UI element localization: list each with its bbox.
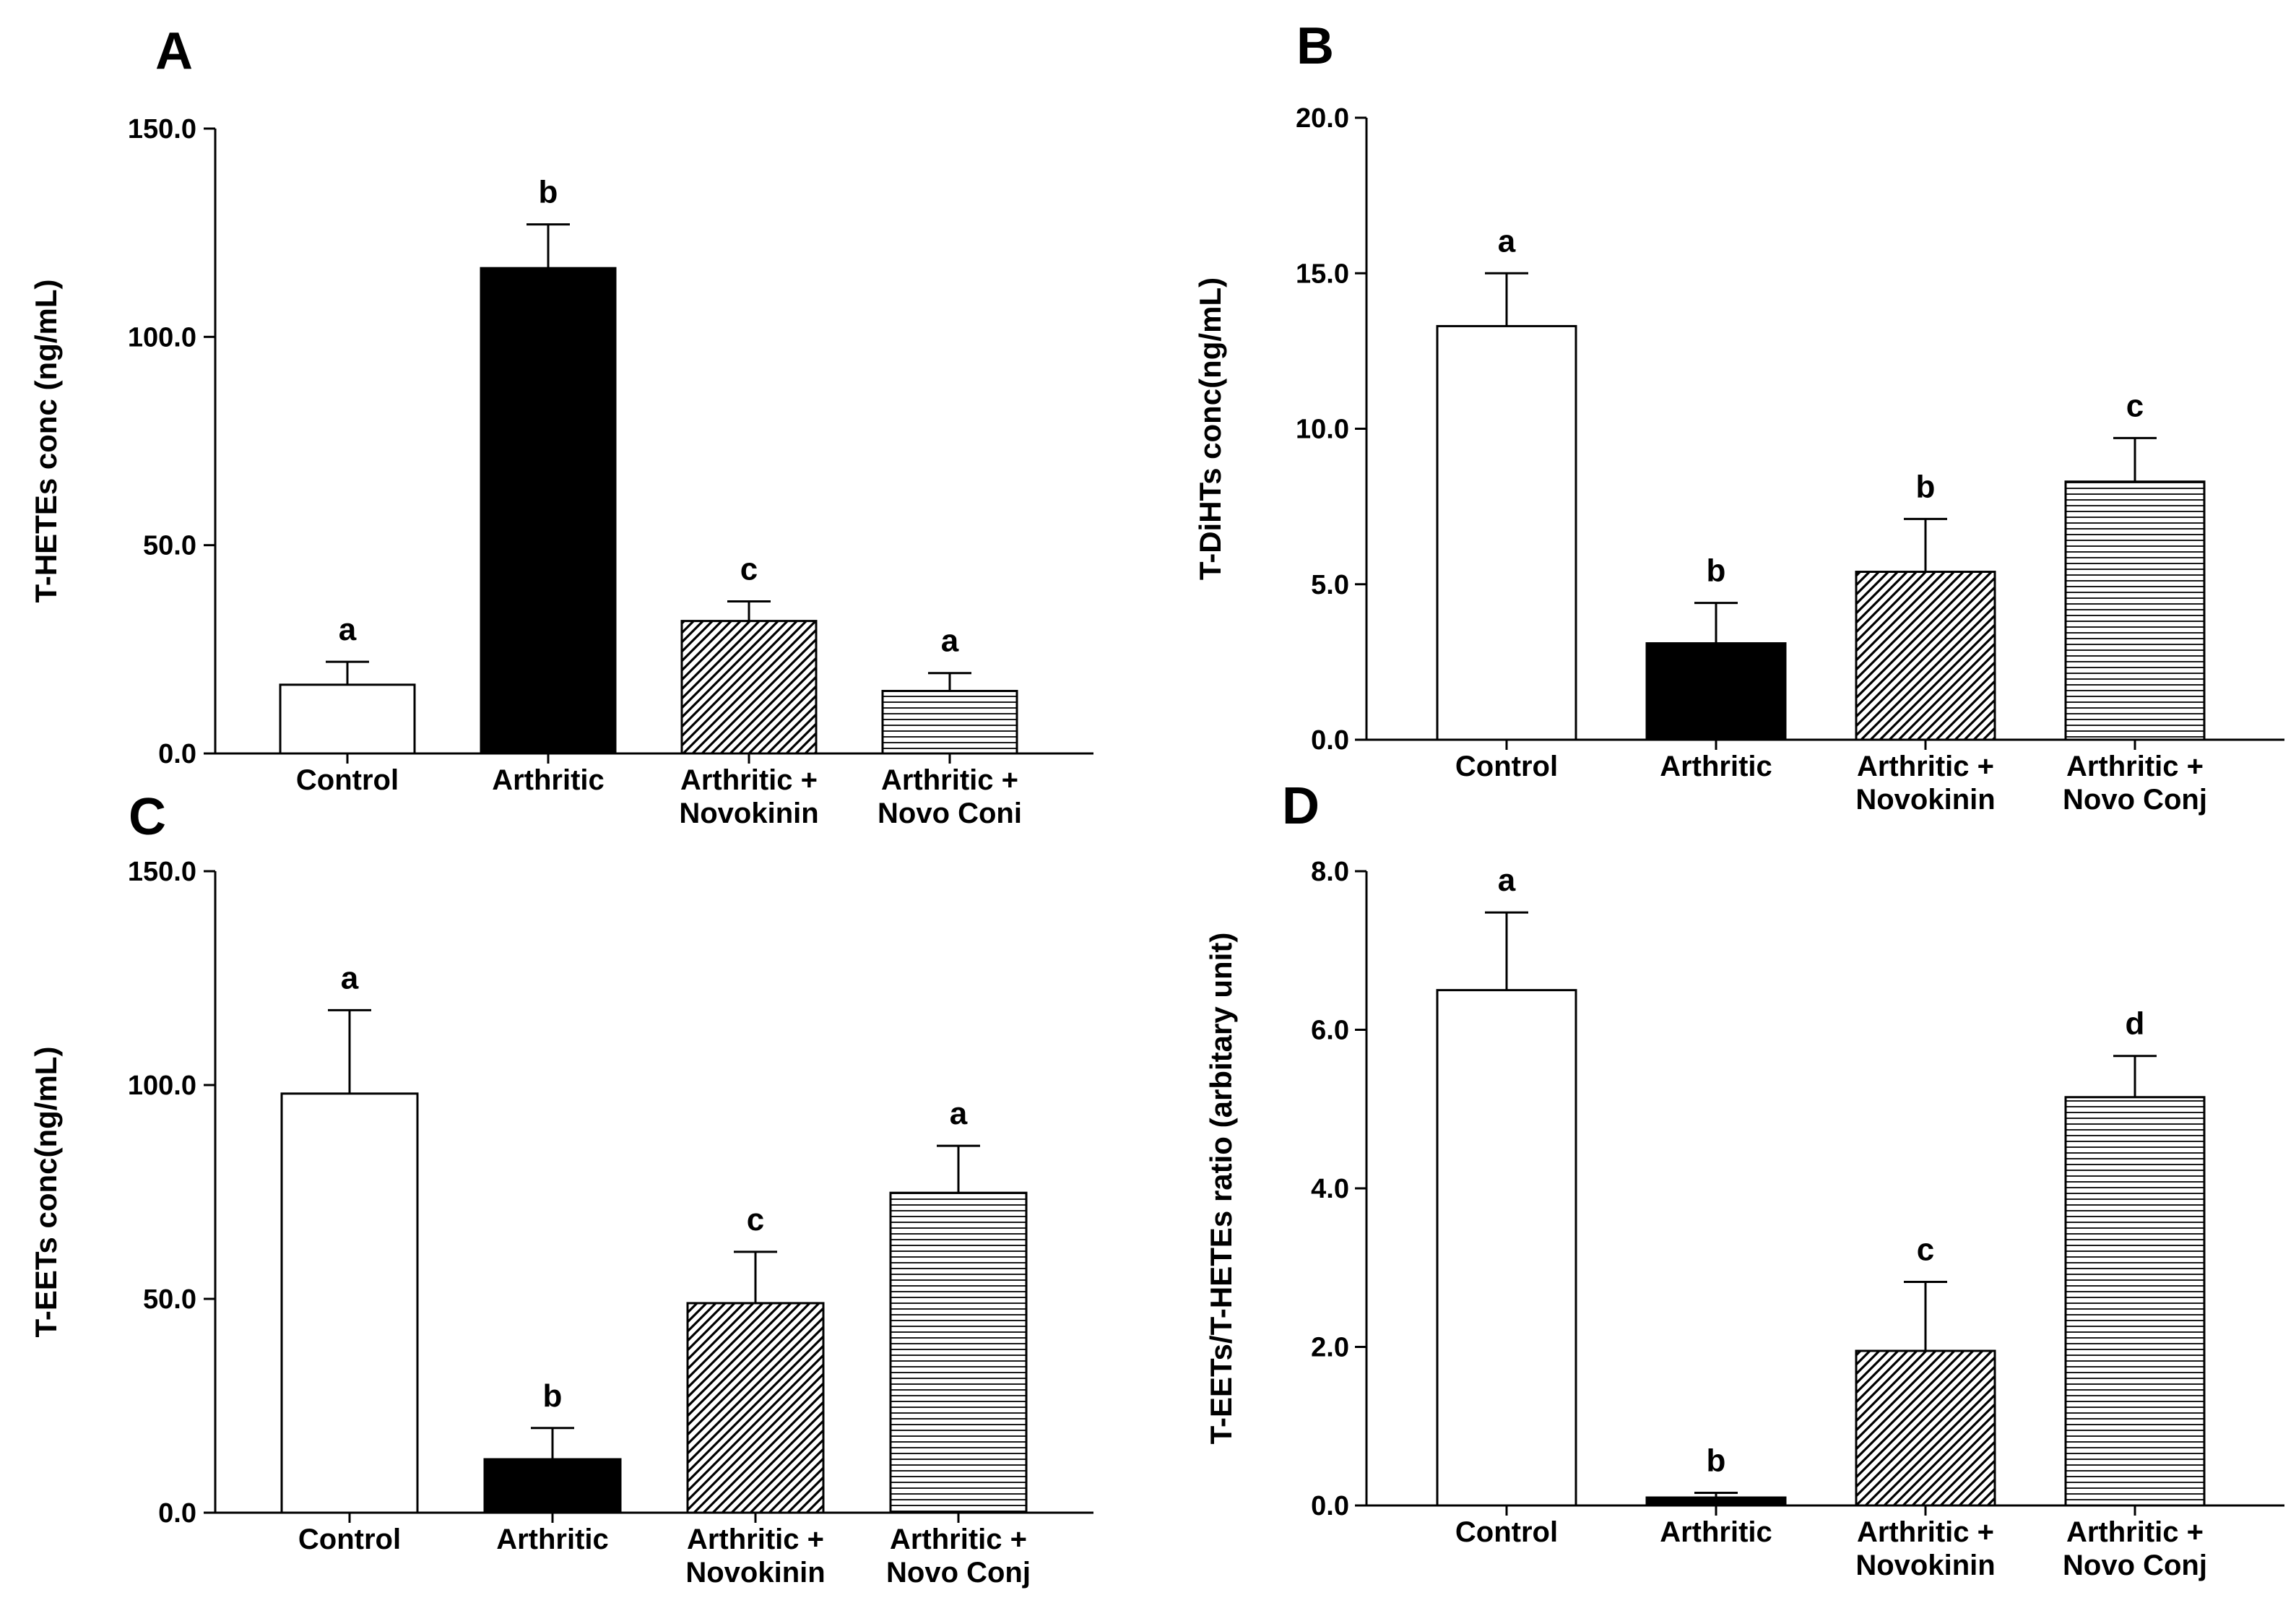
y-tick-label: 100.0 (128, 1071, 196, 1101)
x-category-label: Arthritic (492, 764, 605, 796)
significance-label: b (543, 1378, 563, 1414)
x-category-label: Control (1455, 1516, 1558, 1548)
significance-label: a (341, 960, 359, 995)
significance-label: a (339, 612, 357, 647)
significance-label: a (1498, 223, 1516, 259)
x-category-label: Arthritic (496, 1524, 609, 1555)
bar (480, 267, 617, 755)
bar (686, 1302, 825, 1514)
significance-label: b (539, 175, 558, 210)
x-category-label: Arthritic + (2066, 1516, 2204, 1548)
significance-label: c (2126, 388, 2144, 423)
y-tick-label: 50.0 (143, 1284, 196, 1315)
bar (680, 620, 818, 755)
y-tick-label: 0.0 (158, 1498, 196, 1529)
y-tick-label: 6.0 (1311, 1016, 1349, 1046)
x-category-label: Control (296, 764, 399, 796)
y-tick-label: 50.0 (143, 531, 196, 561)
chart-panel-a: A T-HETEs conc (ng/mL) 0.0 50.0 100.0 150.0 a C… (29, 22, 1093, 829)
y-tick-label: 100.0 (128, 322, 196, 353)
y-tick-label: 20.0 (1296, 103, 1349, 134)
bar (279, 683, 416, 755)
bar (1645, 642, 1787, 741)
bar (483, 1458, 622, 1514)
y-tick-label: 0.0 (158, 739, 196, 769)
chart-panel-b: B T-DiHTs conc(ng/mL) 0.0 5.0 10.0 15.0 20.0 a C… (1193, 17, 2284, 816)
x-category-label: Control (298, 1524, 401, 1555)
y-tick-label: 10.0 (1296, 415, 1349, 445)
y-tick-label: 5.0 (1311, 570, 1349, 600)
chart-panel-c: C T-EETs conc(ng/mL) 0.0 50.0 100.0 150.0 a Con… (29, 788, 1093, 1589)
x-category-label: Arthritic + (890, 1524, 1027, 1555)
significance-label: b (1707, 553, 1726, 589)
x-category-label: Arthritic (1660, 1516, 1772, 1548)
significance-label: d (2126, 1006, 2145, 1042)
significance-label: a (941, 623, 959, 659)
x-category-label: Arthritic + (1857, 751, 1994, 782)
significance-label: c (747, 1202, 764, 1237)
bar (1855, 571, 1996, 741)
y-tick-label: 150.0 (128, 857, 196, 887)
bar (889, 1191, 1028, 1514)
x-category-label: Arthritic + (1857, 1516, 1994, 1548)
x-category-label: Arthritic + (687, 1524, 824, 1555)
significance-label: c (740, 552, 758, 587)
bar (1645, 1496, 1787, 1507)
bar (1436, 989, 1577, 1507)
panel-label: C (129, 788, 166, 846)
x-category-label: Novokinin (1855, 784, 1995, 816)
x-category-label: Arthritic + (680, 764, 818, 796)
y-axis-title: T-EETs conc(ng/mL) (29, 1047, 63, 1338)
panel-label: B (1296, 17, 1334, 75)
x-category-label: Novokinin (685, 1557, 825, 1589)
panel-label: A (155, 22, 193, 80)
bar (1436, 324, 1577, 741)
y-tick-label: 0.0 (1311, 725, 1349, 756)
x-category-label: Arthritic + (881, 764, 1018, 796)
chart-panel-d: D T-EETs/T-HETEs ratio (arbitary unit) 0.0… (1204, 777, 2284, 1581)
significance-label: a (1498, 863, 1516, 898)
x-category-label: Novo Conj (2063, 784, 2207, 816)
y-axis-title: T-DiHTs conc(ng/mL) (1193, 277, 1227, 580)
x-category-label: Control (1455, 751, 1558, 782)
bar (881, 690, 1018, 755)
x-category-label: Novokinin (1855, 1550, 1995, 1581)
bar (280, 1092, 419, 1514)
y-tick-label: 0.0 (1311, 1491, 1349, 1521)
significance-label: b (1707, 1443, 1726, 1478)
y-tick-label: 2.0 (1311, 1333, 1349, 1363)
y-tick-label: 8.0 (1311, 857, 1349, 887)
significance-label: a (950, 1096, 968, 1131)
x-category-label: Arthritic (1660, 751, 1772, 782)
y-tick-label: 15.0 (1296, 259, 1349, 289)
x-category-label: Novokinin (679, 798, 818, 829)
significance-label: c (1917, 1232, 1934, 1268)
bar (2064, 480, 2206, 741)
panel-label: D (1282, 777, 1320, 835)
significance-label: b (1916, 469, 1936, 504)
x-category-label: Arthritic + (2066, 751, 2204, 782)
bar (1855, 1349, 1996, 1507)
y-tick-label: 150.0 (128, 114, 196, 144)
x-category-label: Novo Conj (2063, 1550, 2207, 1581)
x-category-label: Novo Conj (886, 1557, 1031, 1589)
y-axis-title: T-EETs/T-HETEs ratio (arbitary unit) (1204, 933, 1238, 1445)
x-category-label: Novo Coni (878, 798, 1022, 829)
y-tick-label: 4.0 (1311, 1174, 1349, 1204)
bar (2064, 1096, 2206, 1507)
y-axis-title: T-HETEs conc (ng/mL) (29, 279, 63, 602)
